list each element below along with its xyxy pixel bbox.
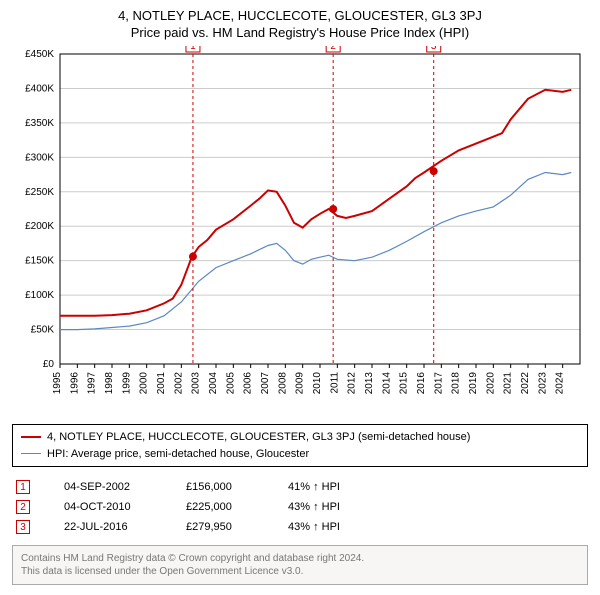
svg-text:2011: 2011 (329, 372, 340, 394)
annotation-row: 3 22-JUL-2016 £279,950 43% ↑ HPI (16, 517, 584, 537)
series-price_paid (60, 90, 571, 316)
annotation-hpi: 43% ↑ HPI (288, 501, 398, 513)
svg-text:£150K: £150K (25, 256, 54, 267)
annotation-date: 04-OCT-2010 (64, 501, 174, 513)
annotation-row: 2 04-OCT-2010 £225,000 43% ↑ HPI (16, 497, 584, 517)
annotation-table: 1 04-SEP-2002 £156,000 41% ↑ HPI 2 04-OCT-201… (12, 475, 588, 545)
svg-text:2006: 2006 (243, 372, 254, 395)
legend-row: 4, NOTLEY PLACE, HUCCLECOTE, GLOUCESTER,… (21, 429, 579, 446)
svg-text:2010: 2010 (312, 372, 323, 395)
svg-text:2013: 2013 (364, 372, 375, 395)
annotation-hpi: 41% ↑ HPI (288, 481, 398, 493)
svg-text:1995: 1995 (52, 372, 63, 395)
svg-text:2015: 2015 (399, 372, 410, 395)
svg-text:2005: 2005 (225, 372, 236, 395)
svg-text:2001: 2001 (156, 372, 167, 395)
annotation-price: £279,950 (186, 521, 276, 533)
annotation-mark: 3 (16, 520, 30, 534)
svg-text:2014: 2014 (381, 372, 392, 395)
footer-line-1: Contains HM Land Registry data © Crown c… (21, 552, 579, 565)
title-line-1: 4, NOTLEY PLACE, HUCCLECOTE, GLOUCESTER,… (12, 8, 588, 23)
annotation-hpi: 43% ↑ HPI (288, 521, 398, 533)
svg-text:£200K: £200K (25, 221, 54, 232)
svg-text:2024: 2024 (555, 372, 566, 395)
legend-swatch (21, 436, 41, 438)
sale-point-icon (329, 205, 337, 213)
svg-text:2017: 2017 (433, 372, 444, 395)
svg-text:£250K: £250K (25, 187, 54, 198)
legend-label: 4, NOTLEY PLACE, HUCCLECOTE, GLOUCESTER,… (47, 429, 470, 446)
legend-label: HPI: Average price, semi-detached house,… (47, 446, 309, 463)
annotation-mark: 2 (16, 500, 30, 514)
legend-row: HPI: Average price, semi-detached house,… (21, 446, 579, 463)
svg-text:2000: 2000 (139, 372, 150, 395)
legend-swatch (21, 453, 41, 454)
svg-text:2012: 2012 (347, 372, 358, 395)
legend-box: 4, NOTLEY PLACE, HUCCLECOTE, GLOUCESTER,… (12, 424, 588, 467)
series-hpi (60, 173, 571, 330)
annotation-price: £225,000 (186, 501, 276, 513)
svg-text:1999: 1999 (121, 372, 132, 395)
svg-text:2019: 2019 (468, 372, 479, 395)
svg-text:2007: 2007 (260, 372, 271, 395)
annotation-date: 22-JUL-2016 (64, 521, 174, 533)
svg-text:2004: 2004 (208, 372, 219, 395)
svg-text:£50K: £50K (31, 325, 55, 336)
svg-text:£450K: £450K (25, 49, 54, 60)
chart-svg: £0 £50K £100K £150K £200K £250K £300K £350K £400… (12, 46, 588, 416)
svg-text:£400K: £400K (25, 83, 54, 94)
svg-text:2021: 2021 (503, 372, 514, 395)
annotation-mark: 1 (16, 480, 30, 494)
svg-text:2009: 2009 (295, 372, 306, 395)
sale-number-label: 3 (431, 46, 437, 52)
svg-text:2008: 2008 (277, 372, 288, 395)
svg-text:£350K: £350K (25, 118, 54, 129)
svg-text:2020: 2020 (485, 372, 496, 395)
svg-text:1996: 1996 (69, 372, 80, 395)
svg-text:£0: £0 (43, 359, 55, 370)
sale-number-label: 2 (330, 46, 336, 52)
footer-box: Contains HM Land Registry data © Crown c… (12, 545, 588, 585)
annotation-price: £156,000 (186, 481, 276, 493)
footer-line-2: This data is licensed under the Open Gov… (21, 565, 579, 578)
svg-text:2022: 2022 (520, 372, 531, 395)
svg-text:2002: 2002 (173, 372, 184, 395)
svg-text:1997: 1997 (87, 372, 98, 395)
sale-number-label: 1 (190, 46, 196, 52)
title-line-2: Price paid vs. HM Land Registry's House … (12, 25, 588, 40)
annotation-row: 1 04-SEP-2002 £156,000 41% ↑ HPI (16, 477, 584, 497)
annotation-date: 04-SEP-2002 (64, 481, 174, 493)
svg-text:£100K: £100K (25, 290, 54, 301)
svg-text:1998: 1998 (104, 372, 115, 395)
svg-text:2018: 2018 (451, 372, 462, 395)
svg-text:2003: 2003 (191, 372, 202, 395)
sale-point-icon (430, 167, 438, 175)
chart-plot: £0 £50K £100K £150K £200K £250K £300K £350K £400… (12, 46, 588, 416)
svg-text:2016: 2016 (416, 372, 427, 395)
svg-text:2023: 2023 (537, 372, 548, 395)
sale-point-icon (189, 253, 197, 261)
svg-text:£300K: £300K (25, 152, 54, 163)
chart-container: 4, NOTLEY PLACE, HUCCLECOTE, GLOUCESTER,… (0, 0, 600, 595)
